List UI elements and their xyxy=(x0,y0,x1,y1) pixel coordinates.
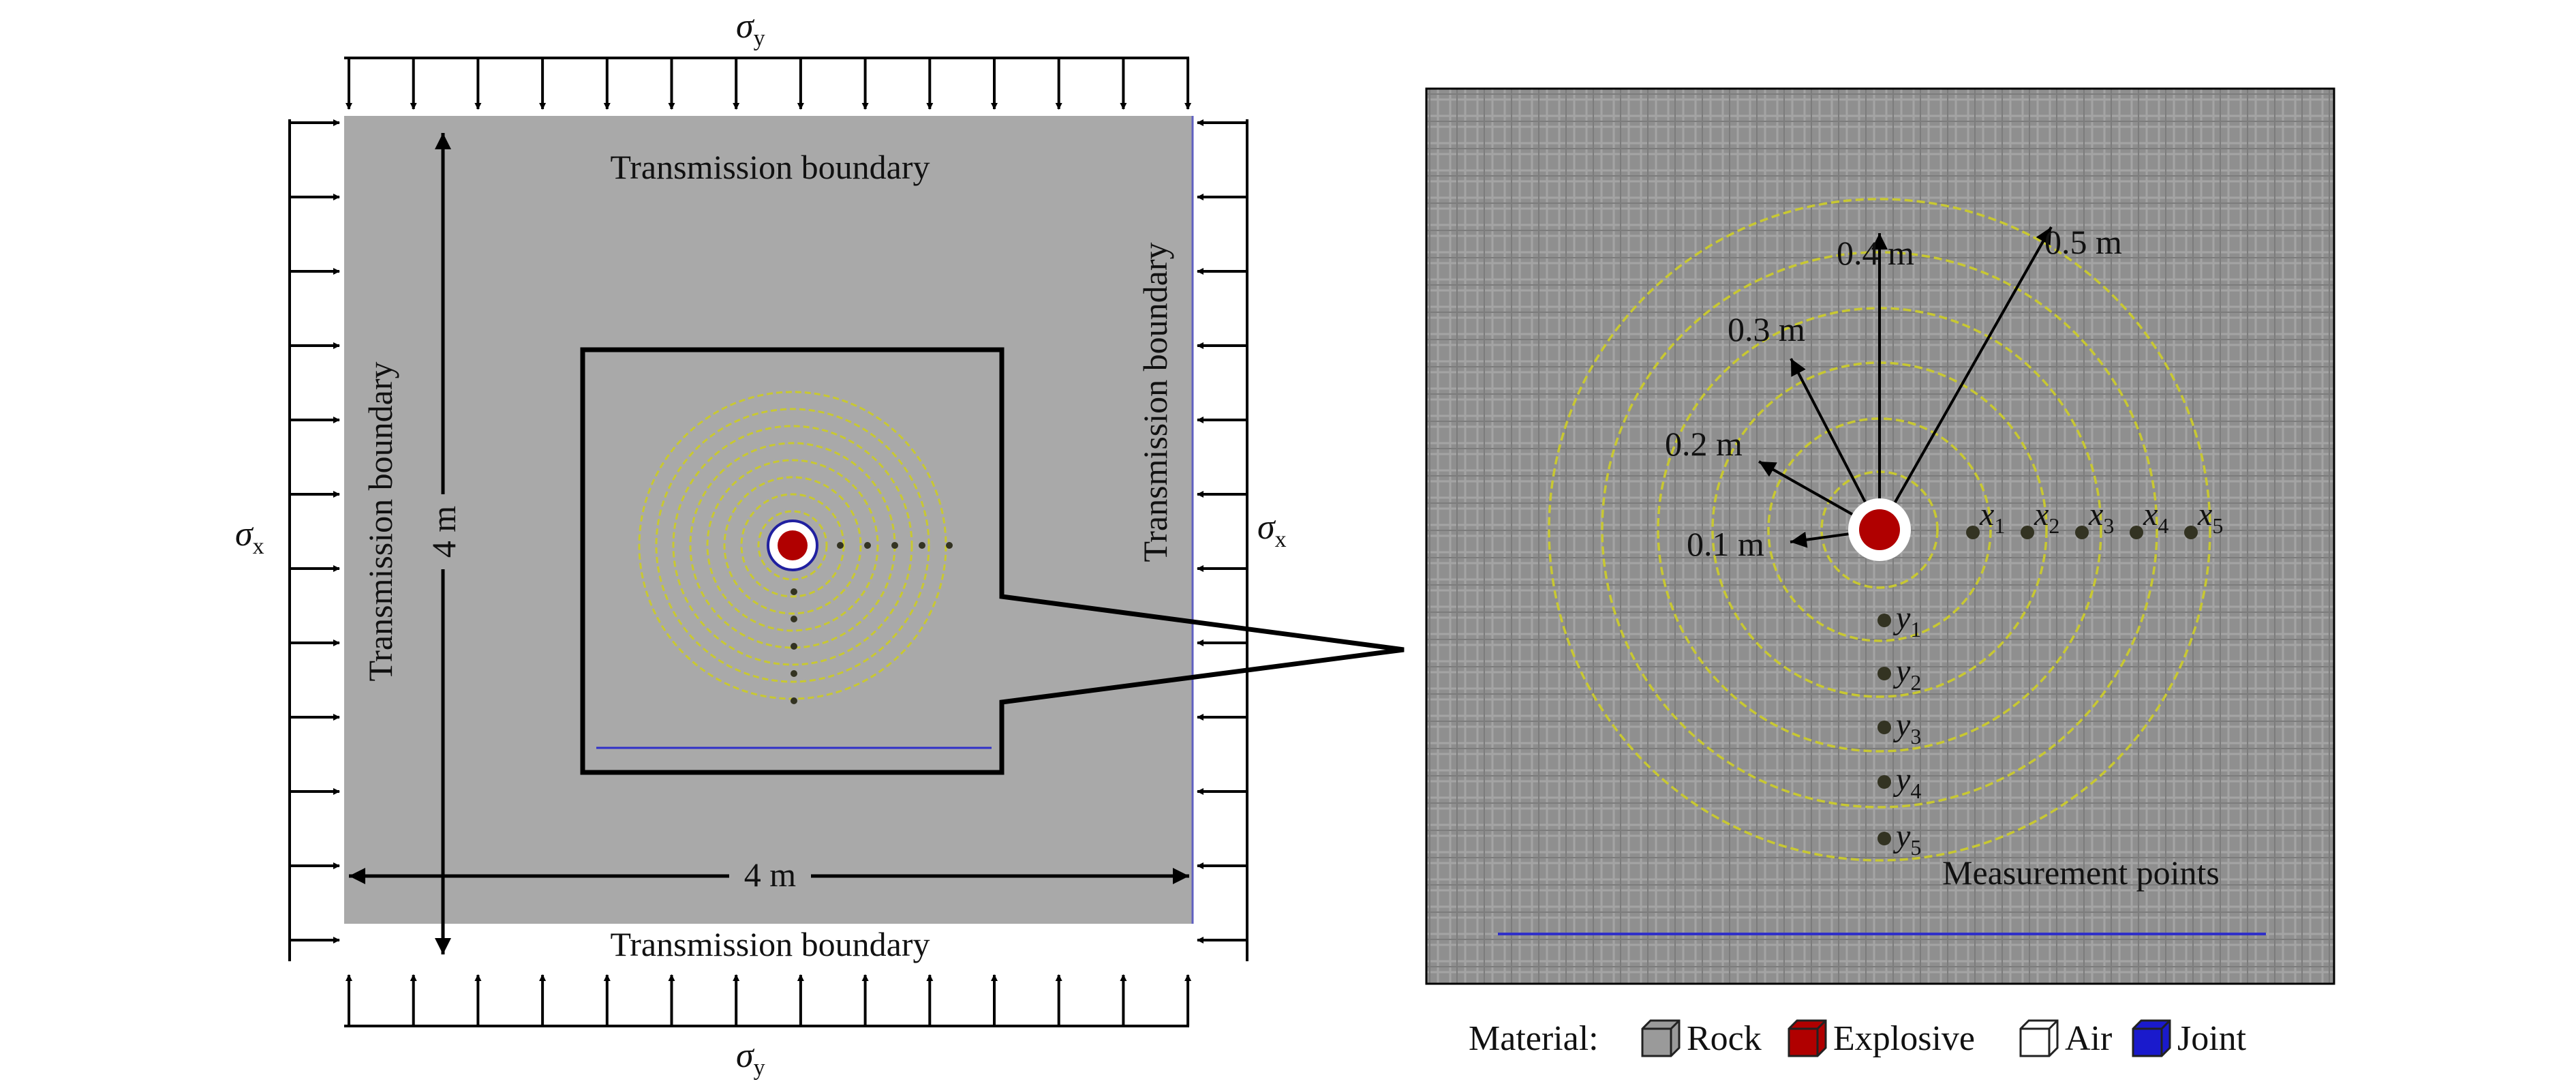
legend-item-joint: Joint xyxy=(2132,1019,2247,1058)
small-measurement-point-y xyxy=(791,588,797,595)
small-monitoring-ring xyxy=(672,425,913,666)
small-measurement-point-y xyxy=(791,670,797,677)
boundary-bottom-label: Transmission boundary xyxy=(610,925,930,963)
measurement-point-y1 xyxy=(1877,614,1891,627)
radius-label-0-5: 0.5 m xyxy=(2044,223,2122,261)
measurement-point-x1 xyxy=(1966,526,1980,539)
explosive-charge xyxy=(1859,509,1900,550)
small-measurement-point-x xyxy=(891,542,898,549)
sigma-y-top-label: σy xyxy=(736,7,765,51)
point-label-y2: y2 xyxy=(1892,653,1921,695)
measurement-point-y2 xyxy=(1877,667,1891,680)
zoom-frame xyxy=(1425,87,2335,985)
point-label-x1: x1 xyxy=(1979,496,2005,538)
measurement-point-x5 xyxy=(2184,526,2198,539)
measurement-point-y5 xyxy=(1877,832,1891,845)
small-measurement-point-x xyxy=(864,542,871,549)
rock-domain xyxy=(344,116,1193,924)
sigma-x-right-label: σx xyxy=(1257,508,1287,552)
bottom-pressure-arrows xyxy=(346,974,1192,1026)
small-monitoring-ring xyxy=(723,476,862,615)
small-explosive xyxy=(778,530,808,560)
legend-item-explosive: Explosive xyxy=(1788,1019,1975,1058)
small-measurement-point-x xyxy=(837,542,844,549)
radius-arrow-0-3 xyxy=(1790,358,1881,530)
top-pressure-arrows xyxy=(346,58,1192,110)
x-measurement-points: x1 x2 x3 x4 x5 xyxy=(1966,496,2223,539)
measurement-point-x2 xyxy=(2021,526,2034,539)
legend-cube-rock xyxy=(1641,1019,1681,1057)
small-measurement-point-y xyxy=(791,643,797,650)
legend-cube-explosive xyxy=(1788,1019,1827,1057)
point-label-y4: y4 xyxy=(1892,761,1921,803)
point-label-y3: y3 xyxy=(1892,707,1921,749)
width-dimension-label: 4 m xyxy=(744,856,797,894)
legend-label-explosive: Explosive xyxy=(1833,1019,1975,1058)
measurement-point-y3 xyxy=(1877,721,1891,734)
point-label-x3: x3 xyxy=(2088,496,2114,538)
legend-title: Material: xyxy=(1469,1019,1599,1058)
sigma-y-bottom-label: σy xyxy=(736,1036,765,1081)
radius-label-0-4: 0.4 m xyxy=(1837,234,1914,272)
small-measurement-point-y xyxy=(791,616,797,622)
legend-cube-joint xyxy=(2132,1019,2171,1057)
measurement-points-label: Measurement points xyxy=(1942,854,2220,892)
measurement-point-x4 xyxy=(2130,526,2143,539)
left-panel: σy σy σx σx Transmission boundary Transm… xyxy=(235,7,1405,1081)
measurement-point-x3 xyxy=(2075,526,2089,539)
point-label-x4: x4 xyxy=(2143,496,2168,538)
small-measurement-points xyxy=(791,542,953,704)
radius-label-0-2: 0.2 m xyxy=(1665,425,1743,463)
point-label-y5: y5 xyxy=(1892,818,1921,860)
small-measurement-point-x xyxy=(946,542,953,549)
small-monitoring-ring xyxy=(706,459,879,632)
small-monitoring-ring xyxy=(655,408,930,683)
point-label-x5: x5 xyxy=(2197,496,2223,538)
right-pressure-arrows xyxy=(1197,119,1247,944)
legend-cube-air xyxy=(2019,1019,2059,1057)
point-label-x2: x2 xyxy=(2034,496,2059,538)
small-measurement-point-x xyxy=(919,542,925,549)
point-label-y1: y1 xyxy=(1892,600,1921,642)
boundary-right-label: Transmission boundary xyxy=(1136,242,1174,562)
height-dimension-label-bg xyxy=(423,494,463,569)
radius-label-0-3: 0.3 m xyxy=(1728,310,1805,348)
sigma-x-left-label: σx xyxy=(235,515,264,559)
legend-label-rock: Rock xyxy=(1687,1019,1762,1058)
measurement-point-y4 xyxy=(1877,775,1891,789)
y-measurement-points: y1 y2 y3 y4 y5 xyxy=(1877,600,1921,860)
left-pressure-arrows xyxy=(290,119,340,944)
legend-label-joint: Joint xyxy=(2177,1019,2247,1058)
legend-item-air: Air xyxy=(2019,1019,2112,1058)
small-measurement-point-y xyxy=(791,697,797,704)
height-dimension-label: 4 m xyxy=(425,506,463,558)
radius-label-0-1: 0.1 m xyxy=(1687,525,1764,563)
boundary-top-label: Transmission boundary xyxy=(610,148,930,186)
legend-label-air: Air xyxy=(2065,1019,2112,1058)
radius-arrow-0-5 xyxy=(1878,226,2053,530)
boundary-left-label: Transmission boundary xyxy=(361,361,399,681)
monitoring-ring xyxy=(1548,198,2211,862)
small-monitoring-ring xyxy=(757,510,828,581)
right-panel: 0.1 m 0.2 m 0.3 m 0.4 m 0.5 m x1 x2 x3 x… xyxy=(1425,87,2335,985)
legend-item-rock: Rock xyxy=(1641,1019,1762,1058)
width-dimension-label-bg xyxy=(729,852,811,894)
zoom-region-outline xyxy=(580,347,1405,775)
material-legend: Material: Rock Explosive Air xyxy=(1469,1019,2247,1058)
